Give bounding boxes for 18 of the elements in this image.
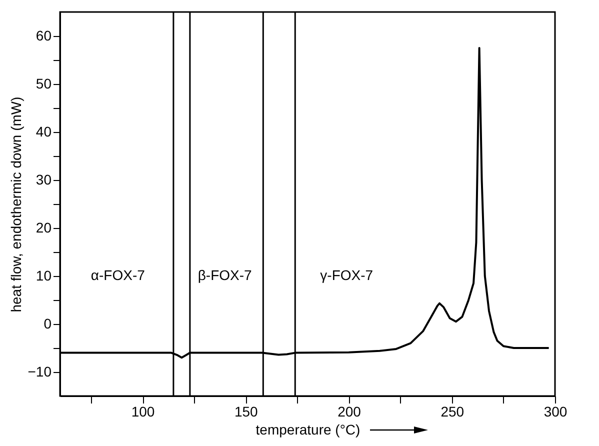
annotation: β-FOX-7 (198, 267, 252, 283)
x-tick-label: 100 (131, 404, 155, 420)
x-tick-label: 200 (338, 404, 362, 420)
annotation: γ-FOX-7 (320, 267, 374, 283)
annotation: α-FOX-7 (90, 267, 146, 283)
x-tick-label: 150 (234, 404, 258, 420)
x-axis-title: temperature (°C) (256, 422, 360, 438)
y-tick-label: 20 (36, 220, 52, 236)
y-tick-label: 40 (36, 124, 52, 140)
y-tick-label: −10 (28, 364, 52, 380)
y-tick-label: 50 (36, 76, 52, 92)
y-tick-label: 0 (44, 316, 52, 332)
x-tick-label: 300 (544, 404, 568, 420)
y-tick-label: 60 (36, 28, 52, 44)
x-tick-label: 250 (440, 404, 464, 420)
y-tick-label: 30 (36, 172, 52, 188)
y-tick-label: 10 (36, 268, 52, 284)
y-axis-title: heat flow, endothermic down (mW) (8, 96, 24, 312)
